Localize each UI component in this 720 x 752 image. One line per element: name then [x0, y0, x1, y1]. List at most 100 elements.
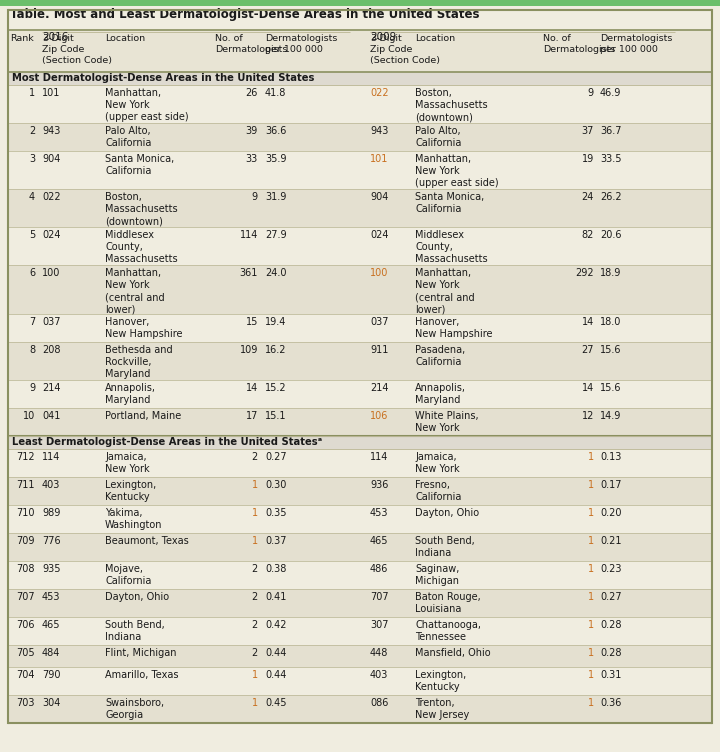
- Text: Bethesda and
Rockville,
Maryland: Bethesda and Rockville, Maryland: [105, 345, 173, 379]
- Text: 208: 208: [42, 345, 60, 355]
- Text: 0.30: 0.30: [265, 480, 287, 490]
- Text: 19.4: 19.4: [265, 317, 287, 327]
- Text: Annapolis,
Maryland: Annapolis, Maryland: [415, 383, 466, 405]
- Text: Manhattan,
New York
(upper east side): Manhattan, New York (upper east side): [415, 154, 499, 188]
- Text: 27: 27: [582, 345, 594, 355]
- Text: 0.44: 0.44: [265, 648, 287, 658]
- Text: Hanover,
New Hampshire: Hanover, New Hampshire: [105, 317, 182, 339]
- Text: Palo Alto,
California: Palo Alto, California: [415, 126, 462, 148]
- Text: Pasadena,
California: Pasadena, California: [415, 345, 465, 367]
- Text: 0.38: 0.38: [265, 564, 287, 574]
- Bar: [8, 449, 712, 477]
- Text: 706: 706: [17, 620, 35, 630]
- Text: 18.0: 18.0: [600, 317, 621, 327]
- Bar: [8, 589, 712, 617]
- Text: 9: 9: [29, 383, 35, 393]
- Text: 14: 14: [246, 383, 258, 393]
- Text: 2: 2: [252, 564, 258, 574]
- Bar: [0, 0, 720, 6]
- Bar: [8, 695, 712, 723]
- Text: 704: 704: [17, 670, 35, 680]
- Text: 6: 6: [29, 268, 35, 278]
- Text: Jamaica,
New York: Jamaica, New York: [415, 452, 459, 474]
- Text: 022: 022: [370, 88, 389, 98]
- Text: Swainsboro,
Georgia: Swainsboro, Georgia: [105, 698, 164, 720]
- Text: Beaumont, Texas: Beaumont, Texas: [105, 536, 189, 546]
- Text: Boston,
Massachusetts
(downtown): Boston, Massachusetts (downtown): [415, 88, 487, 122]
- Text: Dayton, Ohio: Dayton, Ohio: [415, 508, 479, 518]
- Text: Amarillo, Texas: Amarillo, Texas: [105, 670, 179, 680]
- Text: 9: 9: [252, 192, 258, 202]
- Text: Trenton,
New Jersey: Trenton, New Jersey: [415, 698, 469, 720]
- Text: South Bend,
Indiana: South Bend, Indiana: [415, 536, 474, 558]
- Text: 24.0: 24.0: [265, 268, 287, 278]
- Text: 106: 106: [370, 411, 388, 421]
- Text: Location: Location: [105, 34, 145, 43]
- Text: 39: 39: [246, 126, 258, 136]
- Text: Lexington,
Kentucky: Lexington, Kentucky: [415, 670, 467, 692]
- Text: 15.1: 15.1: [265, 411, 287, 421]
- Text: No. of
Dermatologists: No. of Dermatologists: [543, 34, 616, 53]
- Text: 1: 1: [588, 508, 594, 518]
- Text: 82: 82: [582, 230, 594, 240]
- Text: 101: 101: [42, 88, 60, 98]
- Text: 904: 904: [370, 192, 388, 202]
- Text: 024: 024: [370, 230, 389, 240]
- Text: 114: 114: [42, 452, 60, 462]
- Text: 36.7: 36.7: [600, 126, 621, 136]
- Text: Santa Monica,
California: Santa Monica, California: [415, 192, 485, 214]
- Text: Middlesex
County,
Massachusetts: Middlesex County, Massachusetts: [105, 230, 178, 264]
- Text: 1: 1: [29, 88, 35, 98]
- Text: 1: 1: [588, 670, 594, 680]
- Text: South Bend,
Indiana: South Bend, Indiana: [105, 620, 165, 642]
- Text: 465: 465: [370, 536, 389, 546]
- Text: 904: 904: [42, 154, 60, 164]
- Text: 2: 2: [252, 452, 258, 462]
- Text: Yakima,
Washington: Yakima, Washington: [105, 508, 163, 530]
- Bar: [8, 265, 712, 314]
- Text: 0.28: 0.28: [600, 620, 621, 630]
- Text: 31.9: 31.9: [265, 192, 287, 202]
- Text: 037: 037: [370, 317, 389, 327]
- Text: 0.28: 0.28: [600, 648, 621, 658]
- Text: 307: 307: [370, 620, 389, 630]
- Text: 41.8: 41.8: [265, 88, 287, 98]
- Text: 100: 100: [42, 268, 60, 278]
- Text: 711: 711: [17, 480, 35, 490]
- Bar: [8, 314, 712, 342]
- Text: 37: 37: [582, 126, 594, 136]
- Text: 1: 1: [588, 698, 594, 708]
- Text: 15.2: 15.2: [265, 383, 287, 393]
- Text: 1: 1: [588, 592, 594, 602]
- Text: 1: 1: [588, 564, 594, 574]
- Text: 46.9: 46.9: [600, 88, 621, 98]
- Text: Least Dermatologist-Dense Areas in the United Statesᵃ: Least Dermatologist-Dense Areas in the U…: [12, 437, 322, 447]
- Text: 465: 465: [42, 620, 60, 630]
- Text: Manhattan,
New York
(central and
lower): Manhattan, New York (central and lower): [415, 268, 474, 314]
- Text: 4: 4: [29, 192, 35, 202]
- Text: 1: 1: [588, 536, 594, 546]
- Text: 36.6: 36.6: [265, 126, 287, 136]
- Text: 2009: 2009: [370, 32, 396, 42]
- Text: 989: 989: [42, 508, 60, 518]
- Text: 453: 453: [370, 508, 389, 518]
- Text: Palo Alto,
California: Palo Alto, California: [105, 126, 151, 148]
- Text: 101: 101: [370, 154, 388, 164]
- Text: 3-Digit
Zip Code
(Section Code): 3-Digit Zip Code (Section Code): [42, 34, 112, 65]
- Text: 1: 1: [588, 620, 594, 630]
- Text: 1: 1: [588, 480, 594, 490]
- Text: 911: 911: [370, 345, 388, 355]
- Text: Table. Most and Least Dermatologist-Dense Areas in the United States: Table. Most and Least Dermatologist-Dens…: [10, 8, 480, 21]
- Text: Santa Monica,
California: Santa Monica, California: [105, 154, 174, 176]
- Text: Dermatologists
per 100 000: Dermatologists per 100 000: [265, 34, 338, 53]
- Text: Lexington,
Kentucky: Lexington, Kentucky: [105, 480, 156, 502]
- Text: 114: 114: [370, 452, 388, 462]
- Text: Jamaica,
New York: Jamaica, New York: [105, 452, 150, 474]
- Text: 0.44: 0.44: [265, 670, 287, 680]
- Text: 19: 19: [582, 154, 594, 164]
- Text: 17: 17: [246, 411, 258, 421]
- Text: 10: 10: [23, 411, 35, 421]
- Bar: [8, 380, 712, 408]
- Text: 15: 15: [246, 317, 258, 327]
- Text: Middlesex
County,
Massachusetts: Middlesex County, Massachusetts: [415, 230, 487, 264]
